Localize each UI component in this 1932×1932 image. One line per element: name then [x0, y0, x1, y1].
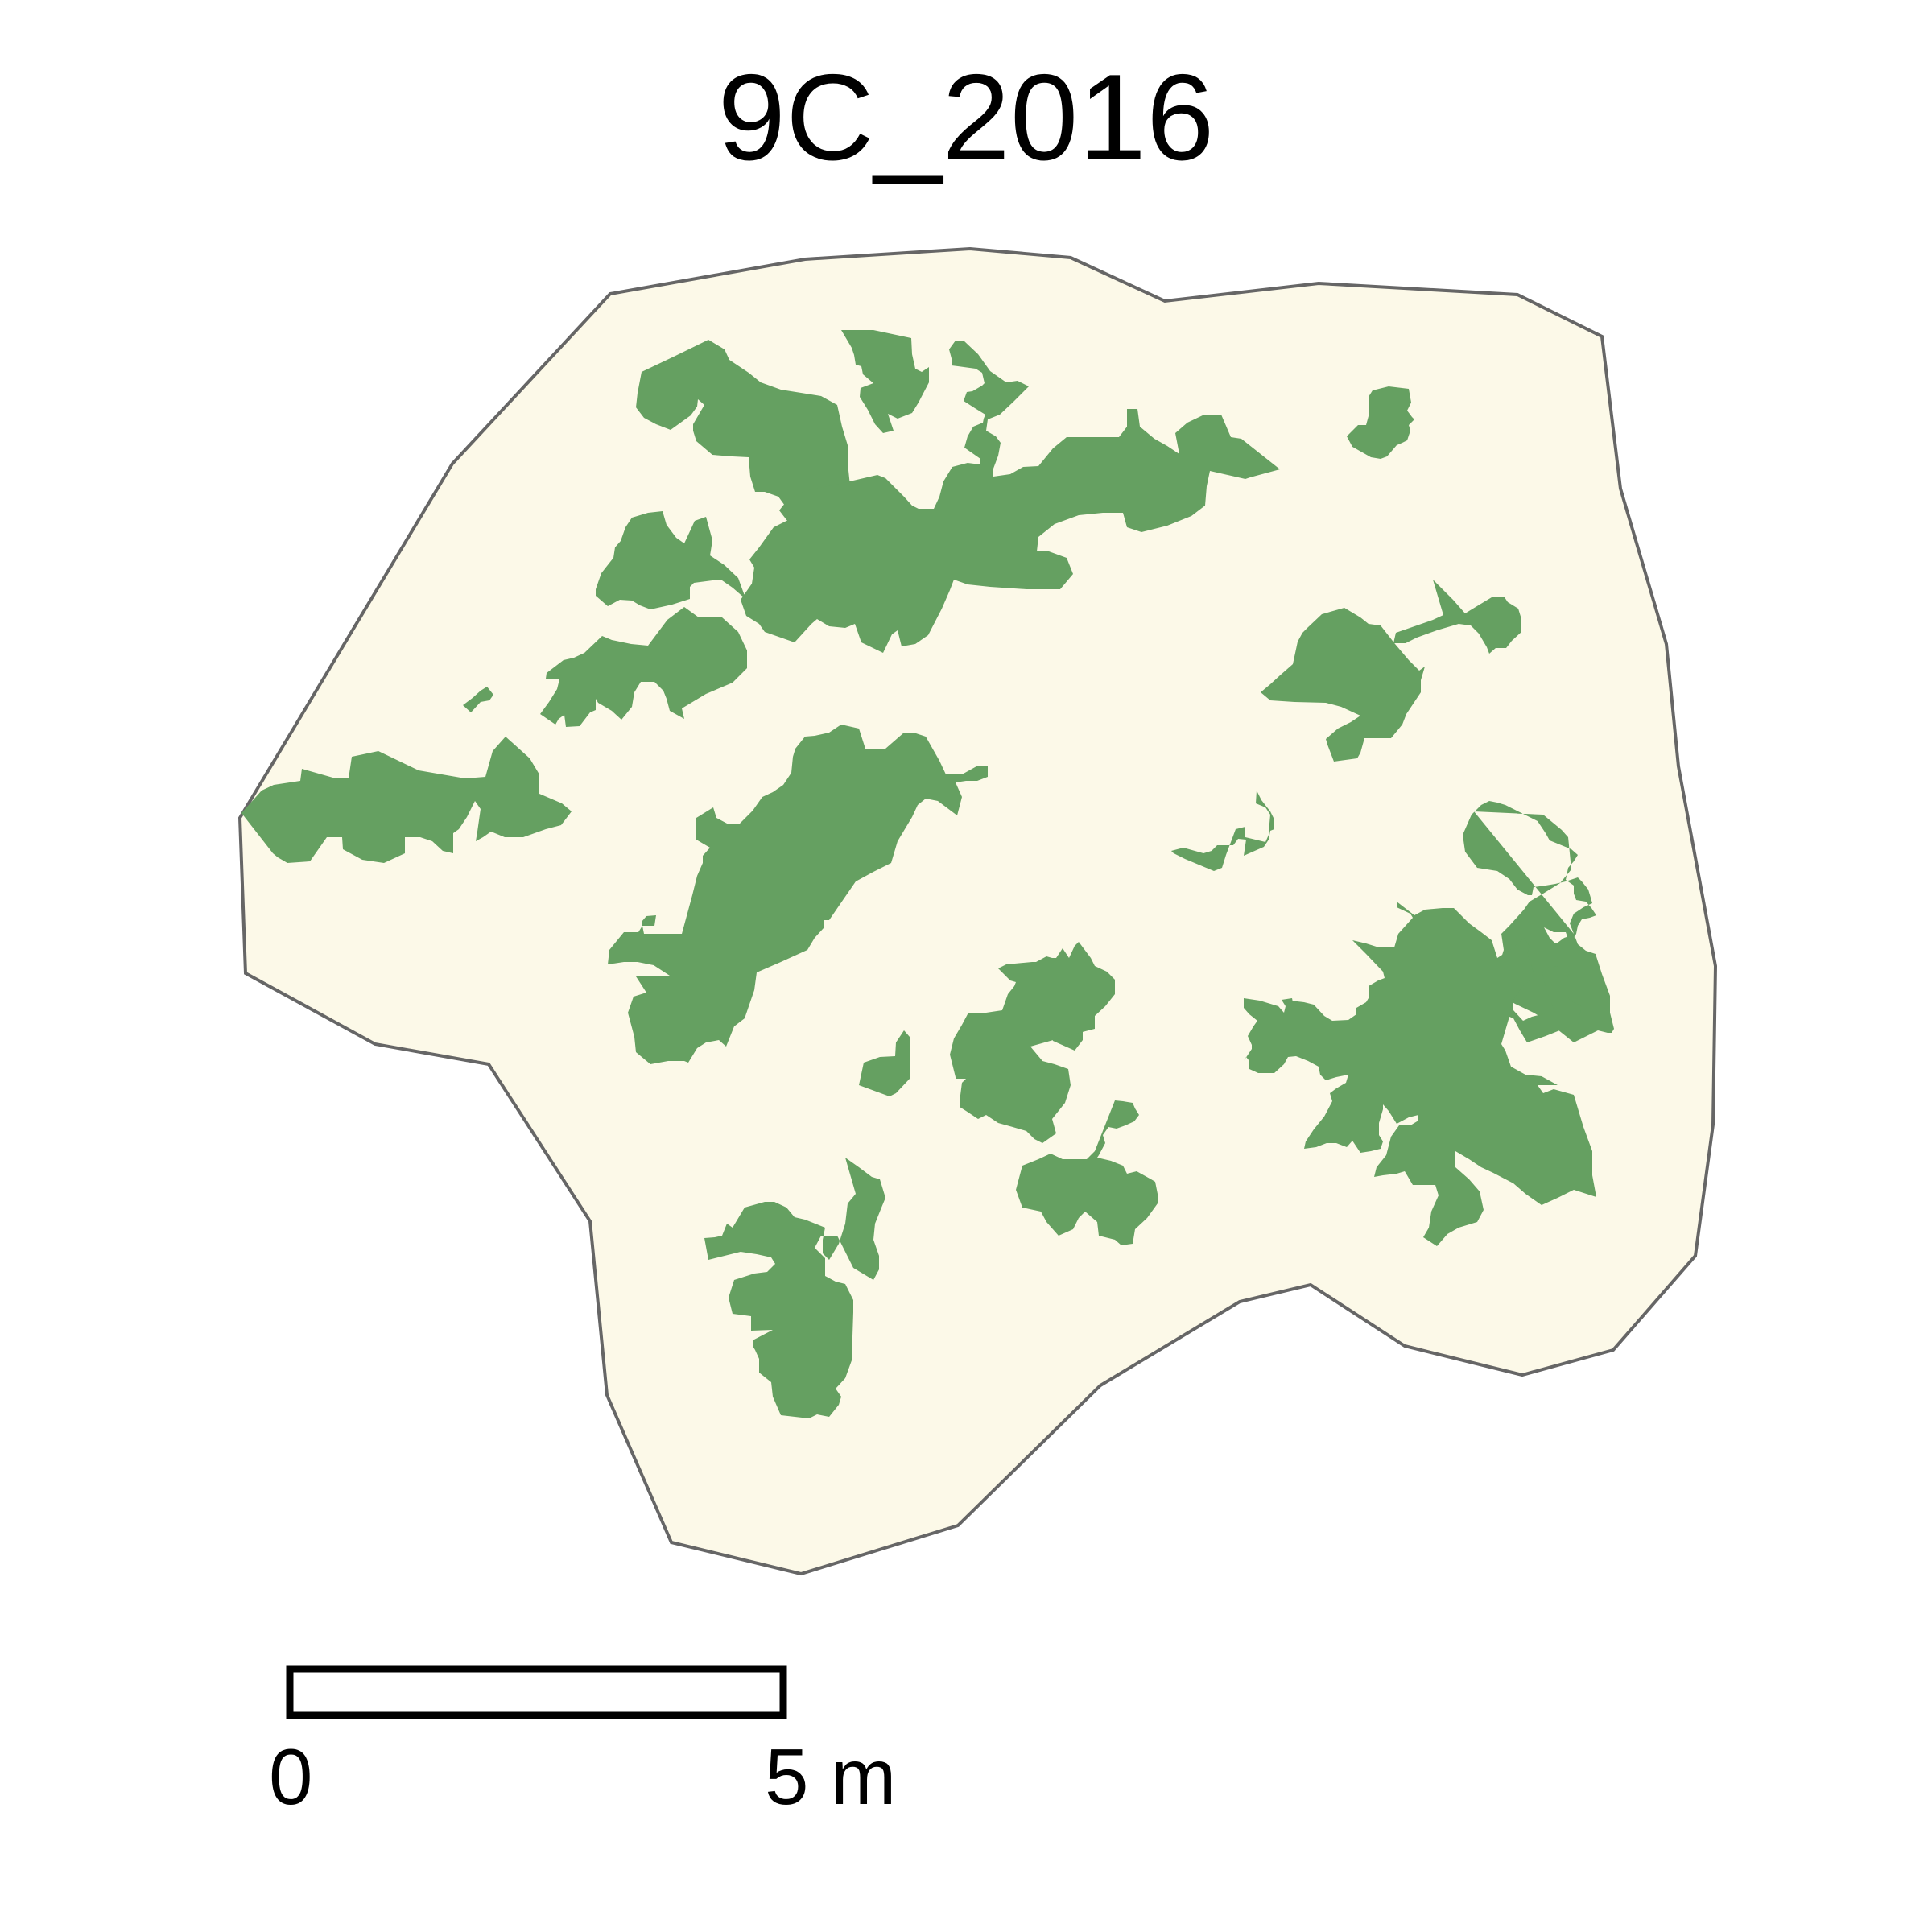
vegetation-patch [540, 607, 747, 727]
vegetation-patch [1393, 580, 1521, 654]
vegetation-patch [841, 330, 929, 433]
vegetation-patch [1261, 608, 1425, 762]
vegetation-patches [242, 330, 1614, 1418]
vegetation-patch [1171, 791, 1274, 871]
vegetation-patch [859, 1030, 910, 1096]
scale-bar-end-label: 5 m [765, 1732, 897, 1821]
vegetation-patch [1016, 1100, 1158, 1245]
vegetation-patch [1347, 386, 1414, 459]
vegetation-patch [741, 341, 1280, 653]
vegetation-patch [636, 340, 851, 511]
scale-bar-start-label: 0 [269, 1732, 313, 1821]
vegetation-patch [1244, 902, 1596, 1246]
vegetation-patch [463, 687, 493, 712]
vegetation-patch [950, 942, 1115, 1143]
vegetation-patch [242, 737, 572, 863]
map-title: 9C_2016 [717, 49, 1215, 186]
vegetation-patch [1463, 801, 1614, 1042]
vegetation-patch [704, 1158, 886, 1418]
vegetation-patch [596, 511, 745, 609]
scale-bar [286, 1665, 787, 1719]
vegetation-patch [608, 724, 988, 1064]
